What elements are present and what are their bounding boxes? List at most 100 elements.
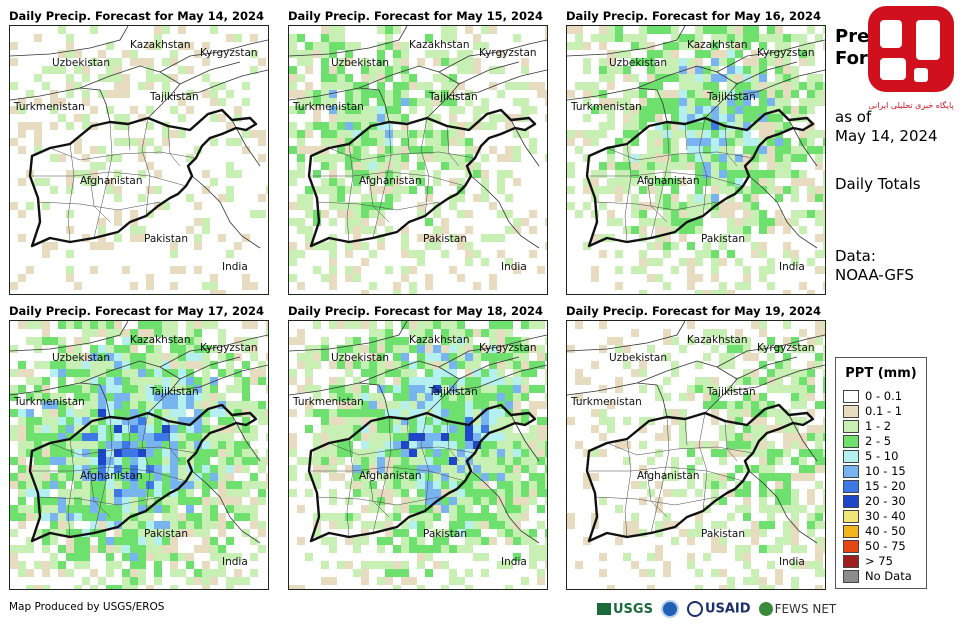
precip-grid [567,321,825,589]
legend-swatch [843,450,859,463]
map: Kazakhstan Kyrgyzstan Uzbekistan Tajikistan… [9,320,269,590]
label-pakistan: Pakistan [423,528,467,540]
legend-swatch [843,390,859,403]
legend-label: No Data [865,569,912,583]
legend-title: PPT (mm) [845,366,917,381]
label-turkmenistan: Turkmenistan [292,396,364,408]
legend-swatch [843,480,859,493]
label-afghanistan: Afghanistan [80,470,143,482]
legend-label: 40 - 50 [865,524,906,538]
label-pakistan: Pakistan [144,528,188,540]
usaid-label: USAID [704,601,751,617]
label-pakistan: Pakistan [144,233,188,245]
label-india: India [779,261,805,273]
label-afghanistan: Afghanistan [359,470,422,482]
legend-item: No Data [843,569,912,583]
label-kazakhstan: Kazakhstan [687,334,748,346]
logo-caption: پایگاه خبری تحلیلی ایرانی [868,100,953,110]
legend-label: 10 - 15 [865,464,906,478]
label-kyrgyzstan: Kyrgyzstan [200,342,258,354]
label-kyrgyzstan: Kyrgyzstan [200,47,258,59]
news-logo: پایگاه خبری تحلیلی ایرانی [866,4,956,114]
panel-title: Daily Precip. Forecast for May 14, 2024 [9,9,264,23]
country-borders [10,26,268,249]
panel-title: Daily Precip. Forecast for May 15, 2024 [288,9,543,23]
label-uzbekistan: Uzbekistan [609,352,667,364]
label-pakistan: Pakistan [701,528,745,540]
precip-map-svg: Kazakhstan Kyrgyzstan Uzbekistan Tajikistan… [289,26,547,294]
province-lines [32,412,197,538]
panel-title: Daily Precip. Forecast for May 16, 2024 [566,9,821,23]
legend-item: > 75 [843,554,893,568]
legend-item: 2 - 5 [843,434,891,448]
label-kazakhstan: Kazakhstan [409,39,470,51]
label-uzbekistan: Uzbekistan [331,57,389,69]
fews-icon [758,602,773,617]
legend-item: 5 - 10 [843,449,898,463]
label-kazakhstan: Kazakhstan [130,334,191,346]
afghanistan-border [585,403,815,543]
map: Kazakhstan Kyrgyzstan Uzbekistan Tajikistan… [566,25,826,295]
label-tajikistan: Tajikistan [149,386,199,398]
label-uzbekistan: Uzbekistan [52,352,110,364]
label-kazakhstan: Kazakhstan [409,334,470,346]
label-uzbekistan: Uzbekistan [52,57,110,69]
forecast-date: May 14, 2024 [835,127,938,145]
usaid-icon [686,601,703,617]
legend-swatch [843,540,859,553]
panel-title: Daily Precip. Forecast for May 18, 2024 [288,304,543,318]
map: Kazakhstan Kyrgyzstan Uzbekistan Tajikistan… [288,25,548,295]
fews-logo: FEWS NET [758,602,836,617]
label-kyrgyzstan: Kyrgyzstan [757,342,815,354]
map-credit: Map Produced by USGS/EROS [9,601,165,613]
label-pakistan: Pakistan [701,233,745,245]
legend-item: 15 - 20 [843,479,906,493]
label-turkmenistan: Turkmenistan [13,396,85,408]
legend-item: 1 - 2 [843,419,891,433]
label-turkmenistan: Turkmenistan [570,396,642,408]
afghanistan-border [307,108,537,248]
label-kyrgyzstan: Kyrgyzstan [479,47,537,59]
news-logo-icon: پایگاه خبری تحلیلی ایرانی [868,6,954,110]
legend-swatch [843,465,859,478]
precip-map-svg: Kazakhstan Kyrgyzstan Uzbekistan Tajikistan… [289,321,547,589]
afghanistan-border [585,108,815,248]
label-afghanistan: Afghanistan [80,175,143,187]
legend-label: > 75 [865,554,893,568]
precip-grid [10,321,268,589]
legend-label: 0.1 - 1 [865,404,903,418]
afghanistan-border [28,403,258,543]
daily-totals-label: Daily Totals [835,175,921,193]
legend-swatch [843,495,859,508]
label-turkmenistan: Turkmenistan [13,101,85,113]
province-lines [32,117,197,243]
label-kazakhstan: Kazakhstan [130,39,191,51]
map: Kazakhstan Kyrgyzstan Uzbekistan Tajikistan… [288,320,548,590]
legend-label: 50 - 75 [865,539,906,553]
label-turkmenistan: Turkmenistan [292,101,364,113]
country-borders [289,321,547,544]
precip-map-svg: Kazakhstan Kyrgyzstan Uzbekistan Tajikistan… [567,321,825,589]
legend-item: 0.1 - 1 [843,404,902,418]
legend-swatch [843,570,859,583]
legend-item: 10 - 15 [843,464,906,478]
legend-item: 30 - 40 [843,509,906,523]
usgs-icon [597,603,611,615]
label-tajikistan: Tajikistan [706,91,756,103]
usgs-label: USGS [613,601,653,617]
legend-label: 30 - 40 [865,509,906,523]
label-india: India [222,261,248,273]
precip-map-svg: Kazakhstan Kyrgyzstan Uzbekistan Tajikistan… [567,26,825,294]
label-india: India [501,556,527,568]
legend-swatch [843,510,859,523]
label-tajikistan: Tajikistan [706,386,756,398]
label-india: India [779,556,805,568]
label-uzbekistan: Uzbekistan [331,352,389,364]
country-borders [567,26,825,249]
label-india: India [501,261,527,273]
label-kazakhstan: Kazakhstan [687,39,748,51]
legend-item: 20 - 30 [843,494,906,508]
legend-swatch [843,555,859,568]
legend-item: 0 - 0.1 [843,389,902,403]
